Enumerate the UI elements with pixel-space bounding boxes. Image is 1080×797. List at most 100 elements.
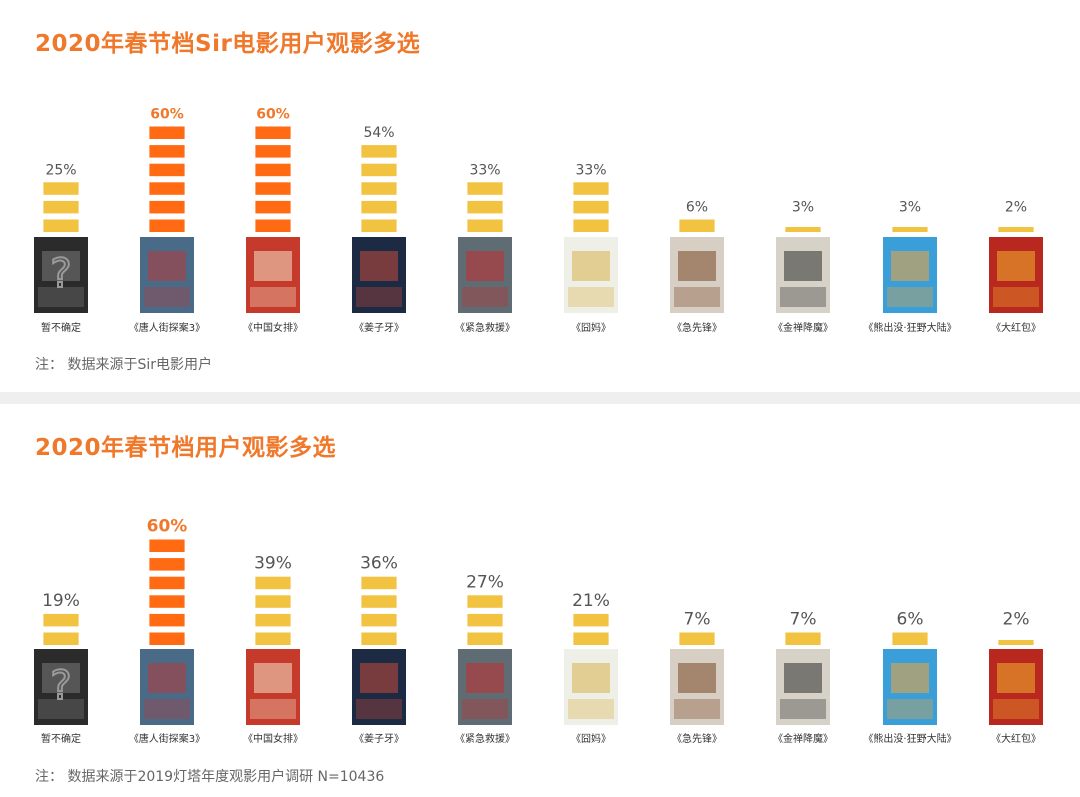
chart-panel-sir-users: 2020年春节档Sir电影用户观影多选 25%? 暂不确定 60% 《唐人街探案3》 6… [0,0,1080,392]
value-label: 21% [572,591,610,611]
jiang-ziya-poster [352,649,406,725]
detective-chinatown-3-poster [140,237,194,313]
bar-segment [679,632,715,645]
bar [43,613,79,645]
bar-segment [149,182,185,195]
bar-segment [149,613,185,627]
bar-segment [255,163,291,177]
bar-segment [255,632,291,645]
bar-segment [149,576,185,590]
bar-segment [785,227,821,232]
value-label: 33% [469,162,500,178]
jiang-ziya-poster [352,237,406,313]
chart-title: 2020年春节档用户观影多选 [35,435,337,461]
bar-segment [149,163,185,177]
bar-segment [467,613,503,627]
bar-segment [892,632,928,645]
value-label: 54% [363,125,394,141]
bar [361,145,397,232]
bar-segment [785,632,821,645]
bar-segment [255,613,291,627]
value-label: 2% [1005,200,1027,216]
bar-segment [361,163,397,177]
category-label: 《姜子牙》 [354,321,404,334]
value-label: 60% [147,517,188,537]
section-divider [0,392,1080,404]
bar [43,182,79,232]
unknown-question-poster: ? [34,649,88,725]
bar-segment [43,200,79,214]
bar-segment [573,182,609,195]
vanguard-poster [670,237,724,313]
bar [679,632,715,645]
category-label: 《大红包》 [991,732,1041,745]
category-label: 《熊出没·狂野大陆》 [863,321,956,334]
bar-segment [467,632,503,645]
value-label: 3% [792,200,814,216]
the-rescue-poster [458,649,512,725]
value-label: 60% [256,107,290,123]
bar [149,126,185,232]
bar-segment [679,219,715,232]
bar-segment [573,613,609,627]
bar [255,126,291,232]
jin-chan-poster [776,649,830,725]
bar-segment [573,632,609,645]
bar-segment [998,227,1034,232]
bar-segment [467,595,503,608]
bar-segment [255,182,291,195]
bar-segment [573,219,609,232]
chart-title: 2020年春节档Sir电影用户观影多选 [35,31,421,57]
category-label: 《急先锋》 [672,321,722,334]
category-label: 《囧妈》 [571,321,611,334]
bar [892,632,928,645]
jin-chan-poster [776,237,830,313]
bar-segment [149,126,185,139]
value-label: 7% [790,610,817,630]
bar-segment [467,200,503,214]
bar-segment [361,219,397,232]
value-label: 36% [360,554,398,574]
category-label: 《唐人街探案3》 [129,321,205,334]
bar-segment [255,126,291,139]
bar-segment [892,227,928,232]
bar [998,640,1034,645]
chart-panel-all-users: 2020年春节档用户观影多选 19%? 暂不确定 60% 《唐人街探案3》 39% 《中国… [0,404,1080,797]
category-label: 《金禅降魔》 [773,321,833,334]
bar-segment [149,595,185,608]
leap-poster [246,649,300,725]
category-label: 暂不确定 [41,732,81,745]
bar-segment [43,182,79,195]
bar-segment [149,558,185,571]
category-label: 《急先锋》 [672,732,722,745]
value-label: 6% [686,200,708,216]
category-label: 《姜子牙》 [354,732,404,745]
bar [361,576,397,645]
bar-segment [998,640,1034,645]
value-label: 2% [1003,610,1030,630]
leap-poster [246,237,300,313]
value-label: 33% [575,162,606,178]
bar-segment [149,632,185,645]
bar-segment [573,200,609,214]
bar-chart: 25%? 暂不确定 60% 《唐人街探案3》 60% 《中国女排》 54% 《姜子牙》 33% 《… [34,107,1043,334]
value-label: 7% [684,610,711,630]
bar [467,595,503,645]
category-label: 《大红包》 [991,321,1041,334]
bar-segment [43,219,79,232]
bar [785,632,821,645]
svg-text:?: ? [50,663,71,709]
bar-segment [149,200,185,214]
value-label: 6% [897,610,924,630]
bar [892,227,928,232]
bar [998,227,1034,232]
unknown-question-poster: ? [34,237,88,313]
category-label: 《熊出没·狂野大陆》 [863,732,956,745]
bar-segment [149,219,185,232]
bar-chart: 19%? 暂不确定 60% 《唐人街探案3》 39% 《中国女排》 36% 《姜子牙》 27% 《… [34,517,1043,745]
bar-segment [255,576,291,590]
source-note: 注： 数据来源于Sir电影用户 [35,357,212,373]
bar-segment [361,595,397,608]
bar-segment [361,576,397,590]
red-packet-poster [989,649,1043,725]
